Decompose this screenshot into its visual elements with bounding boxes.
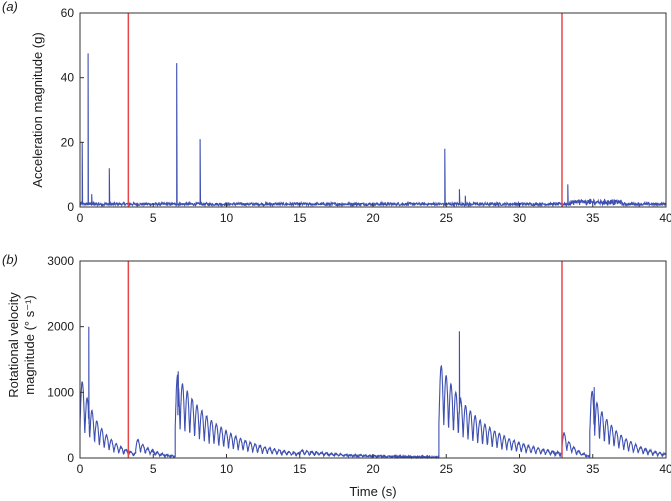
x-tick-label: 30 [513, 462, 527, 476]
x-tick-label: 20 [366, 462, 380, 476]
x-tick-label: 5 [150, 211, 157, 225]
series-line [79, 53, 667, 208]
panel-b-ticks: 0 5 10 15 20 25 30 35 40 0 1000 2000 3000 [47, 254, 671, 476]
y-tick-label: 3000 [47, 254, 74, 268]
panel-b: (b) Rotational velocity magnitude (° s⁻¹… [2, 252, 671, 499]
y-tick-label: 20 [61, 135, 75, 149]
panel-a-ticks: 0 5 10 15 20 25 30 35 40 0 20 40 60 [61, 6, 671, 225]
panel-a-frame [79, 12, 667, 208]
panel-a-plot [79, 13, 667, 208]
x-tick-label: 30 [513, 211, 527, 225]
x-tick-label: 0 [77, 462, 84, 476]
panel-a-label: (a) [2, 0, 18, 14]
x-tick-label: 0 [77, 211, 84, 225]
y-tick-label: 1000 [47, 385, 74, 399]
y-tick-label: 60 [61, 6, 75, 20]
x-tick-label: 10 [220, 462, 234, 476]
y-tick-label: 0 [67, 451, 74, 465]
panel-b-y-axis-label-line2: magnitude (° s⁻¹) [22, 295, 37, 394]
series-line [79, 326, 667, 460]
x-tick-label: 40 [659, 211, 671, 225]
x-tick-label: 10 [220, 211, 234, 225]
x-tick-label: 20 [366, 211, 380, 225]
x-tick-label: 40 [659, 462, 671, 476]
panel-b-y-axis-label-line1: Rotational velocity [6, 292, 21, 398]
x-tick-label: 25 [440, 462, 454, 476]
panel-a: (a) Acceleration magnitude (g) 0 5 10 15 20 2… [2, 0, 671, 225]
panel-b-plot [79, 261, 667, 460]
x-tick-label: 35 [586, 462, 600, 476]
x-tick-label: 35 [586, 211, 600, 225]
y-tick-label: 2000 [47, 320, 74, 334]
y-tick-label: 0 [67, 200, 74, 214]
x-tick-label: 15 [293, 462, 307, 476]
panel-b-frame [79, 260, 667, 459]
panel-b-x-axis-label: Time (s) [349, 484, 396, 499]
x-tick-label: 25 [440, 211, 454, 225]
y-tick-label: 40 [61, 71, 75, 85]
x-tick-label: 15 [293, 211, 307, 225]
x-tick-label: 5 [150, 462, 157, 476]
panel-b-label: (b) [2, 252, 18, 267]
panel-a-y-axis-label: Acceleration magnitude (g) [30, 32, 45, 187]
